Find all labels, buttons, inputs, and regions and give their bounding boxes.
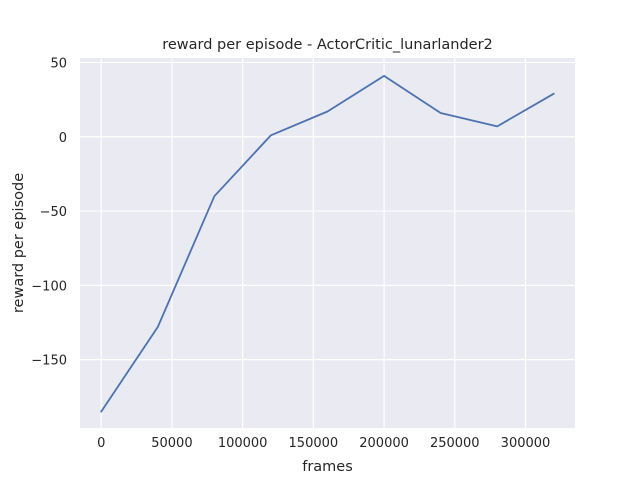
x-tick-label: 0 [97,436,105,451]
y-gridlines [80,61,575,361]
y-tick-label: 0 [59,131,67,146]
y-tick-label: −150 [31,354,67,369]
x-tick-label: 50000 [151,436,192,451]
x-axis-label: frames [302,459,353,475]
x-gridlines [100,58,527,428]
y-axis-label: reward per episode [11,173,27,313]
x-tick-label: 250000 [430,436,480,451]
x-tick-label: 200000 [359,436,409,451]
y-tick-label: −50 [40,205,67,220]
series-line [100,74,555,413]
x-tick-label: 300000 [501,436,551,451]
y-tick-labels: 50 0 −50 −100 −150 [31,56,67,368]
x-tick-label: 150000 [289,436,339,451]
x-tick-labels: 0 50000 100000 150000 200000 250000 300000 [97,436,550,451]
y-tick-label: 50 [50,56,67,71]
chart-title: reward per episode - ActorCritic_lunarla… [162,37,493,53]
y-tick-label: −100 [31,279,67,294]
plot-area [80,58,575,428]
x-tick-label: 100000 [218,436,268,451]
series-layer [100,74,555,413]
